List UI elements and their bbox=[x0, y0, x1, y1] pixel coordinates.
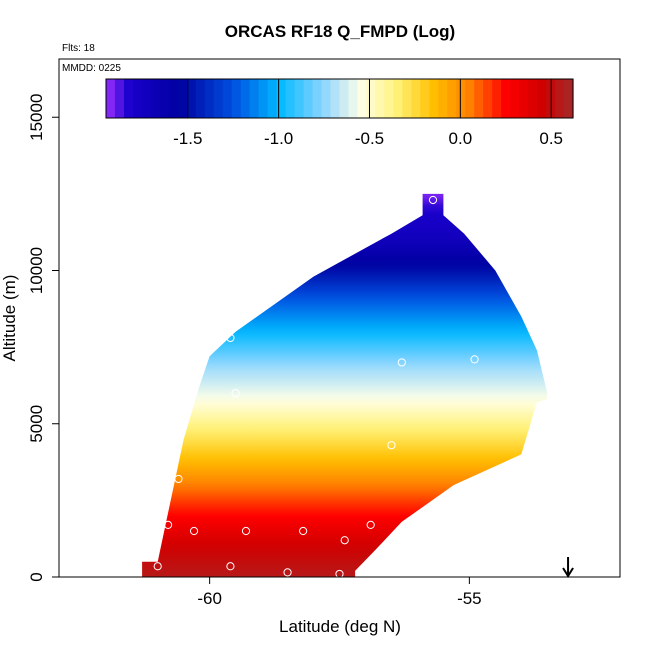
sample-point bbox=[527, 434, 536, 444]
colorbar-segment bbox=[312, 79, 323, 118]
colorbar-segment bbox=[141, 79, 152, 118]
colorbar-segment bbox=[492, 79, 502, 118]
colorbar-segment bbox=[258, 79, 269, 118]
sample-point bbox=[299, 526, 308, 536]
sample-point bbox=[163, 520, 173, 529]
colorbar-segment bbox=[106, 79, 116, 118]
colorbar-segment bbox=[411, 79, 421, 118]
sample-point bbox=[153, 562, 162, 571]
colorbar-segment bbox=[402, 79, 412, 118]
colorbar-segment bbox=[159, 79, 170, 118]
date-label: MMDD: 0225 bbox=[62, 63, 121, 74]
colorbar-segment bbox=[204, 79, 215, 118]
x-axis-label: Latitude (deg N) bbox=[279, 617, 401, 636]
colorbar-segment bbox=[465, 79, 475, 118]
colorbar-segment bbox=[339, 79, 350, 118]
down-arrow-head bbox=[562, 567, 574, 578]
colorbar-segment bbox=[195, 79, 206, 118]
colorbar-segment bbox=[375, 79, 385, 118]
colorbar-segment bbox=[330, 79, 341, 118]
colorbar-segment bbox=[231, 79, 242, 118]
y-axis-label: Altitude (m) bbox=[0, 275, 19, 362]
colorbar-segment bbox=[186, 79, 197, 118]
colorbar-segment bbox=[150, 79, 161, 118]
flights-label: Flts: 18 bbox=[62, 43, 95, 54]
colorbar: -1.5 -1.0 -0.5 0.0 0.5 bbox=[105, 78, 574, 148]
colorbar-segment bbox=[132, 79, 143, 118]
colorbar-segment bbox=[483, 79, 493, 118]
sample-point bbox=[387, 441, 396, 450]
colorbar-segment bbox=[213, 79, 224, 118]
sample-point bbox=[226, 333, 235, 343]
colorbar-segment bbox=[519, 79, 529, 118]
colorbar-segment bbox=[510, 79, 520, 118]
colorbar-segment bbox=[240, 79, 251, 118]
plot-frame bbox=[58, 58, 621, 578]
x-tick-label: -60 bbox=[197, 589, 222, 608]
colorbar-tick-label: 0.0 bbox=[449, 129, 473, 148]
y-tick-label: 0 bbox=[27, 572, 46, 581]
colorbar-segment bbox=[384, 79, 394, 118]
colorbar-segment bbox=[555, 79, 565, 118]
colorbar-segment bbox=[168, 79, 179, 118]
colorbar-tick-label: -1.0 bbox=[264, 129, 293, 148]
colorbar-segment bbox=[393, 79, 403, 118]
sample-point bbox=[470, 355, 479, 364]
colorbar-segment bbox=[501, 79, 511, 118]
colorbar-tick-label: -1.5 bbox=[173, 129, 202, 148]
colorbar-segment bbox=[294, 79, 305, 118]
colorbar-segment bbox=[564, 79, 574, 118]
colorbar-segment bbox=[447, 79, 457, 118]
sample-point bbox=[428, 195, 438, 205]
colorbar-segment bbox=[366, 79, 377, 118]
colorbar-segment bbox=[249, 79, 260, 118]
colorbar-segment bbox=[537, 79, 547, 118]
colorbar-segment bbox=[528, 79, 538, 118]
sample-point bbox=[231, 388, 240, 398]
colorbar-segment bbox=[303, 79, 314, 118]
sample-point bbox=[522, 303, 531, 312]
sample-point bbox=[397, 358, 406, 367]
sample-point bbox=[335, 569, 344, 579]
y-tick-label: 5000 bbox=[27, 405, 46, 443]
colorbar-segment bbox=[123, 79, 134, 118]
plot-area bbox=[142, 193, 574, 579]
sample-point bbox=[382, 569, 391, 579]
axes: -60 -55 0 5000 10000 15000 bbox=[27, 94, 482, 608]
colorbar-segment bbox=[474, 79, 484, 118]
sample-point bbox=[241, 526, 251, 536]
data-field bbox=[142, 193, 548, 577]
colorbar-segment bbox=[357, 79, 368, 118]
chart-title: ORCAS RF18 Q_FMPD (Log) bbox=[225, 22, 455, 41]
colorbar-segment bbox=[222, 79, 233, 118]
colorbar-segment bbox=[438, 79, 448, 118]
colorbar-frame bbox=[105, 78, 574, 119]
x-tick-label: -55 bbox=[457, 589, 482, 608]
colorbar-segment bbox=[177, 79, 188, 118]
sample-point bbox=[226, 562, 235, 571]
colorbar-segment bbox=[114, 79, 125, 118]
colorbar-segment bbox=[456, 79, 466, 118]
colorbar-segment bbox=[267, 79, 278, 118]
colorbar-segment bbox=[348, 79, 359, 118]
sample-point bbox=[366, 520, 375, 529]
colorbar-segment bbox=[429, 79, 439, 118]
sample-point bbox=[283, 568, 292, 577]
colorbar-tick-label: 0.5 bbox=[539, 129, 563, 148]
colorbar-segment bbox=[420, 79, 430, 118]
colorbar-segment bbox=[276, 79, 287, 118]
y-tick-label: 10000 bbox=[27, 247, 46, 294]
colorbar-segment bbox=[285, 79, 296, 118]
sample-point bbox=[340, 536, 349, 545]
colorbar-segment bbox=[321, 79, 332, 118]
colorbar-tick-label: -0.5 bbox=[355, 129, 384, 148]
sample-point bbox=[189, 526, 199, 536]
sample-point bbox=[174, 474, 183, 484]
y-tick-label: 15000 bbox=[27, 94, 46, 141]
